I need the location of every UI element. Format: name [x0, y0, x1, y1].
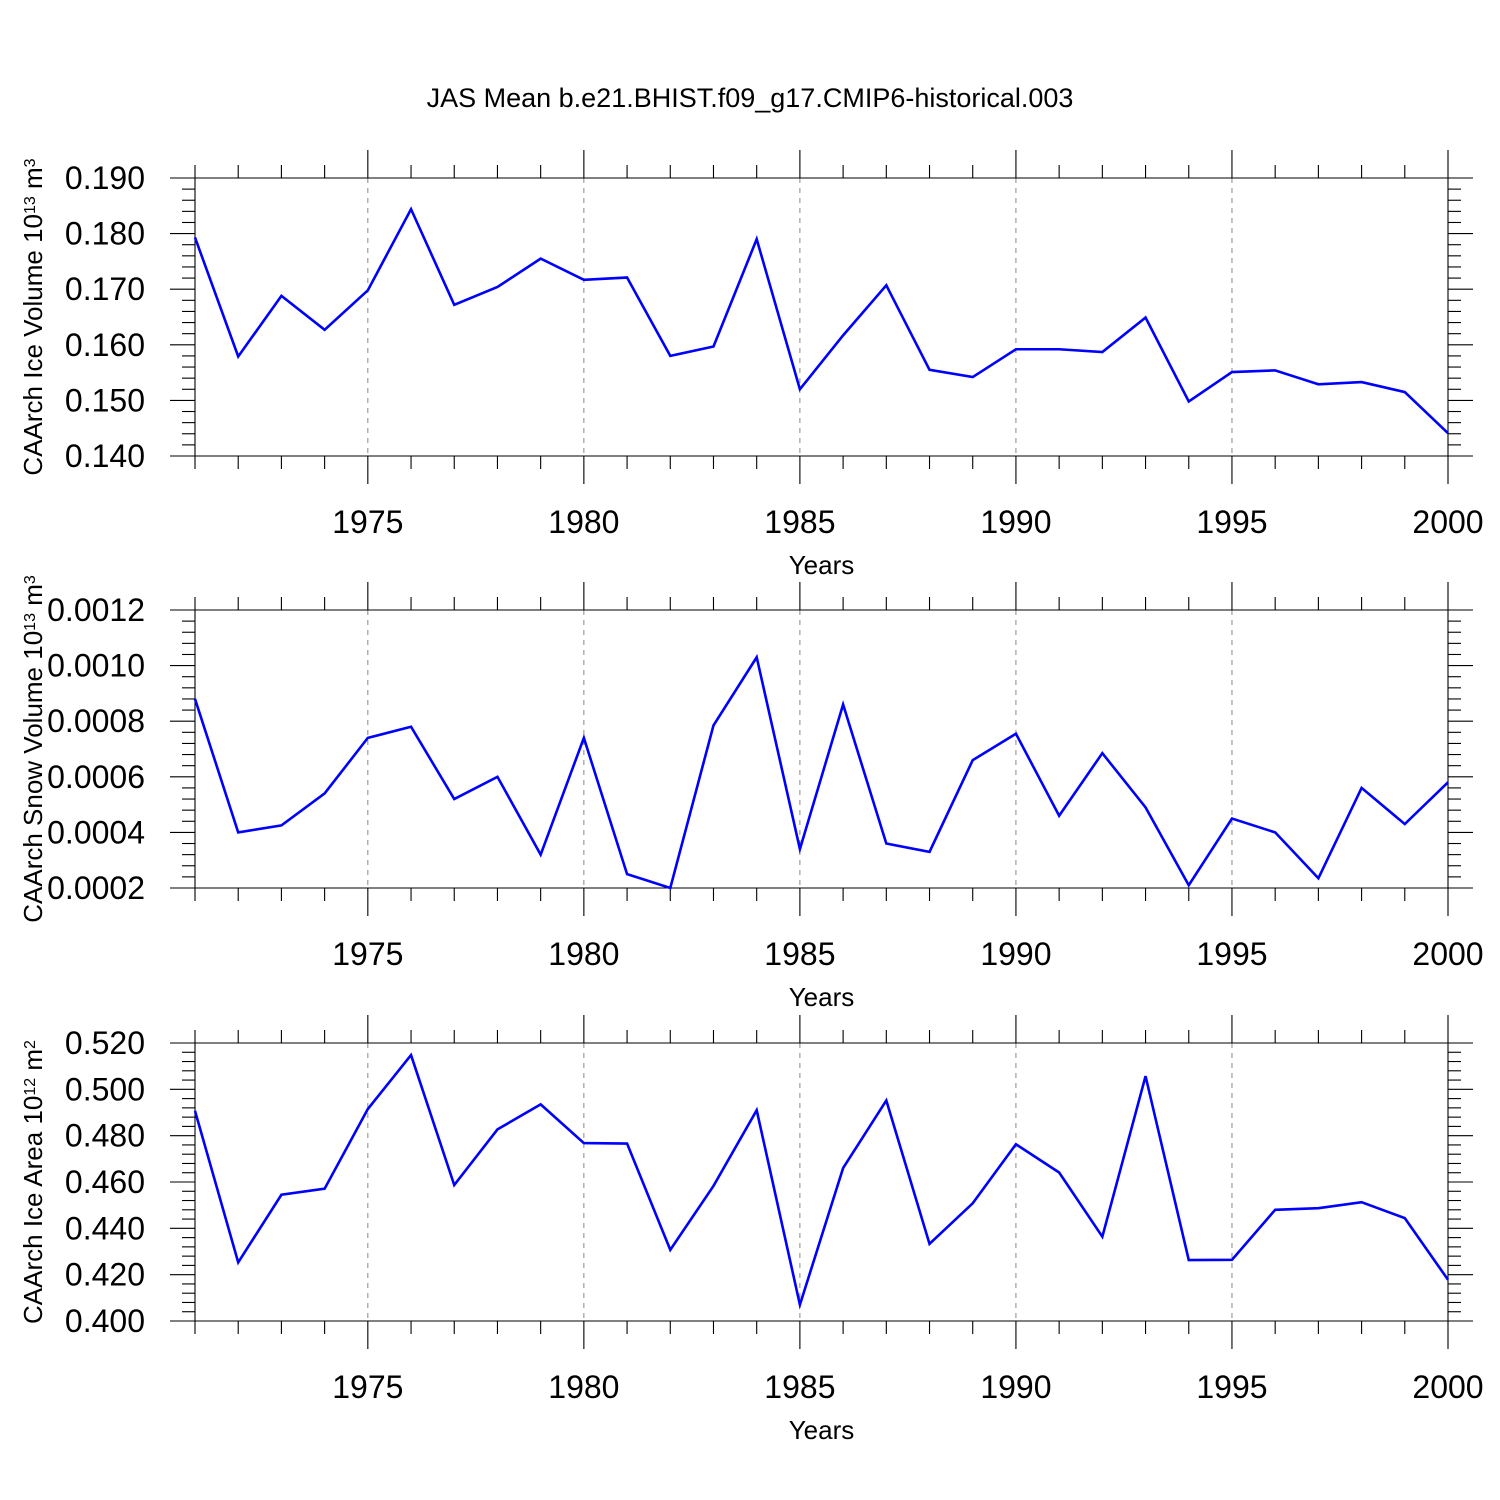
y-tick-label: 0.0010 — [47, 648, 145, 684]
y-axis-label: CAArch Ice Volume 1013 m3 — [18, 158, 48, 475]
y-axis-label-superscript: 3 — [22, 158, 39, 167]
y-tick-label: 0.440 — [65, 1210, 145, 1246]
series-line — [193, 1052, 1450, 1310]
x-axis-label: Years — [789, 982, 855, 1012]
x-tick-label: 1975 — [332, 1369, 403, 1405]
panel-1: 0.140 0.150 0.160 0.170 0.180 0.190 1975 1980 19… — [18, 150, 1484, 580]
y-tick-label: 0.0006 — [47, 759, 145, 795]
y-axis-label: CAArch Ice Area 1012 m2 — [18, 1040, 48, 1324]
y-tick-label: 0.0004 — [47, 814, 145, 850]
y-axis-label-superscript: 13 — [22, 613, 39, 631]
y-axis-label-superscript: 2 — [22, 1040, 39, 1049]
x-tick-label: 1980 — [548, 936, 619, 972]
x-tick-label: 1990 — [980, 1369, 1051, 1405]
x-tick-label: 2000 — [1412, 1369, 1483, 1405]
y-tick-label: 0.420 — [65, 1257, 145, 1293]
x-tick-label: 1985 — [764, 1369, 835, 1405]
y-axis-label-superscript: 12 — [22, 1078, 39, 1096]
y-axis-label-superscript: 3 — [22, 575, 39, 584]
y-tick-label: 0.0002 — [47, 870, 145, 906]
y-axis-label-text: CAArch Ice Area 10 — [18, 1096, 48, 1324]
x-tick-label: 1975 — [332, 936, 403, 972]
x-tick-label: 2000 — [1412, 504, 1483, 540]
x-axis-label: Years — [789, 1415, 855, 1445]
x-tick-label: 1985 — [764, 936, 835, 972]
y-tick-label: 0.140 — [65, 438, 145, 474]
y-tick-label: 0.180 — [65, 216, 145, 252]
y-axis-label-text: m — [18, 167, 48, 196]
panel-3: 0.400 0.420 0.440 0.460 0.480 0.500 0.520 1975 1… — [18, 1015, 1484, 1445]
x-tick-label: 1975 — [332, 504, 403, 540]
x-tick-label: 1985 — [764, 504, 835, 540]
x-axis-label: Years — [789, 550, 855, 580]
y-tick-label: 0.170 — [65, 271, 145, 307]
series-line — [193, 206, 1449, 435]
y-axis-label-text: CAArch Ice Volume 10 — [18, 214, 48, 476]
y-axis-label: CAArch Snow Volume 1013 m3 — [18, 575, 48, 923]
y-tick-label: 0.480 — [65, 1118, 145, 1154]
series-line — [193, 653, 1449, 890]
x-tick-label: 1995 — [1196, 504, 1267, 540]
x-tick-label: 2000 — [1412, 936, 1483, 972]
y-tick-label: 0.0008 — [47, 703, 145, 739]
y-axis-label-text: CAArch Snow Volume 10 — [18, 631, 48, 923]
y-tick-label: 0.0012 — [47, 592, 145, 628]
x-tick-label: 1990 — [980, 936, 1051, 972]
panel-2: 0.0002 0.0004 0.0006 0.0008 0.0010 0.0012 1975… — [18, 575, 1484, 1012]
x-tick-label: 1995 — [1196, 936, 1267, 972]
y-tick-label: 0.460 — [65, 1164, 145, 1200]
y-tick-label: 0.190 — [65, 160, 145, 196]
y-tick-label: 0.520 — [65, 1025, 145, 1061]
y-axis-label-superscript: 13 — [22, 196, 39, 214]
y-tick-label: 0.160 — [65, 327, 145, 363]
x-tick-label: 1995 — [1196, 1369, 1267, 1405]
x-tick-label: 1980 — [548, 504, 619, 540]
x-tick-label: 1990 — [980, 504, 1051, 540]
y-tick-label: 0.400 — [65, 1303, 145, 1339]
y-axis-label-text: m — [18, 1049, 48, 1078]
y-axis-label-text: m — [18, 584, 48, 613]
panels: 0.140 0.150 0.160 0.170 0.180 0.190 1975 1980 19… — [18, 150, 1484, 1445]
x-tick-label: 1980 — [548, 1369, 619, 1405]
y-tick-label: 0.500 — [65, 1071, 145, 1107]
figure-title: JAS Mean b.e21.BHIST.f09_g17.CMIP6-histo… — [427, 83, 1074, 113]
y-tick-label: 0.150 — [65, 382, 145, 418]
